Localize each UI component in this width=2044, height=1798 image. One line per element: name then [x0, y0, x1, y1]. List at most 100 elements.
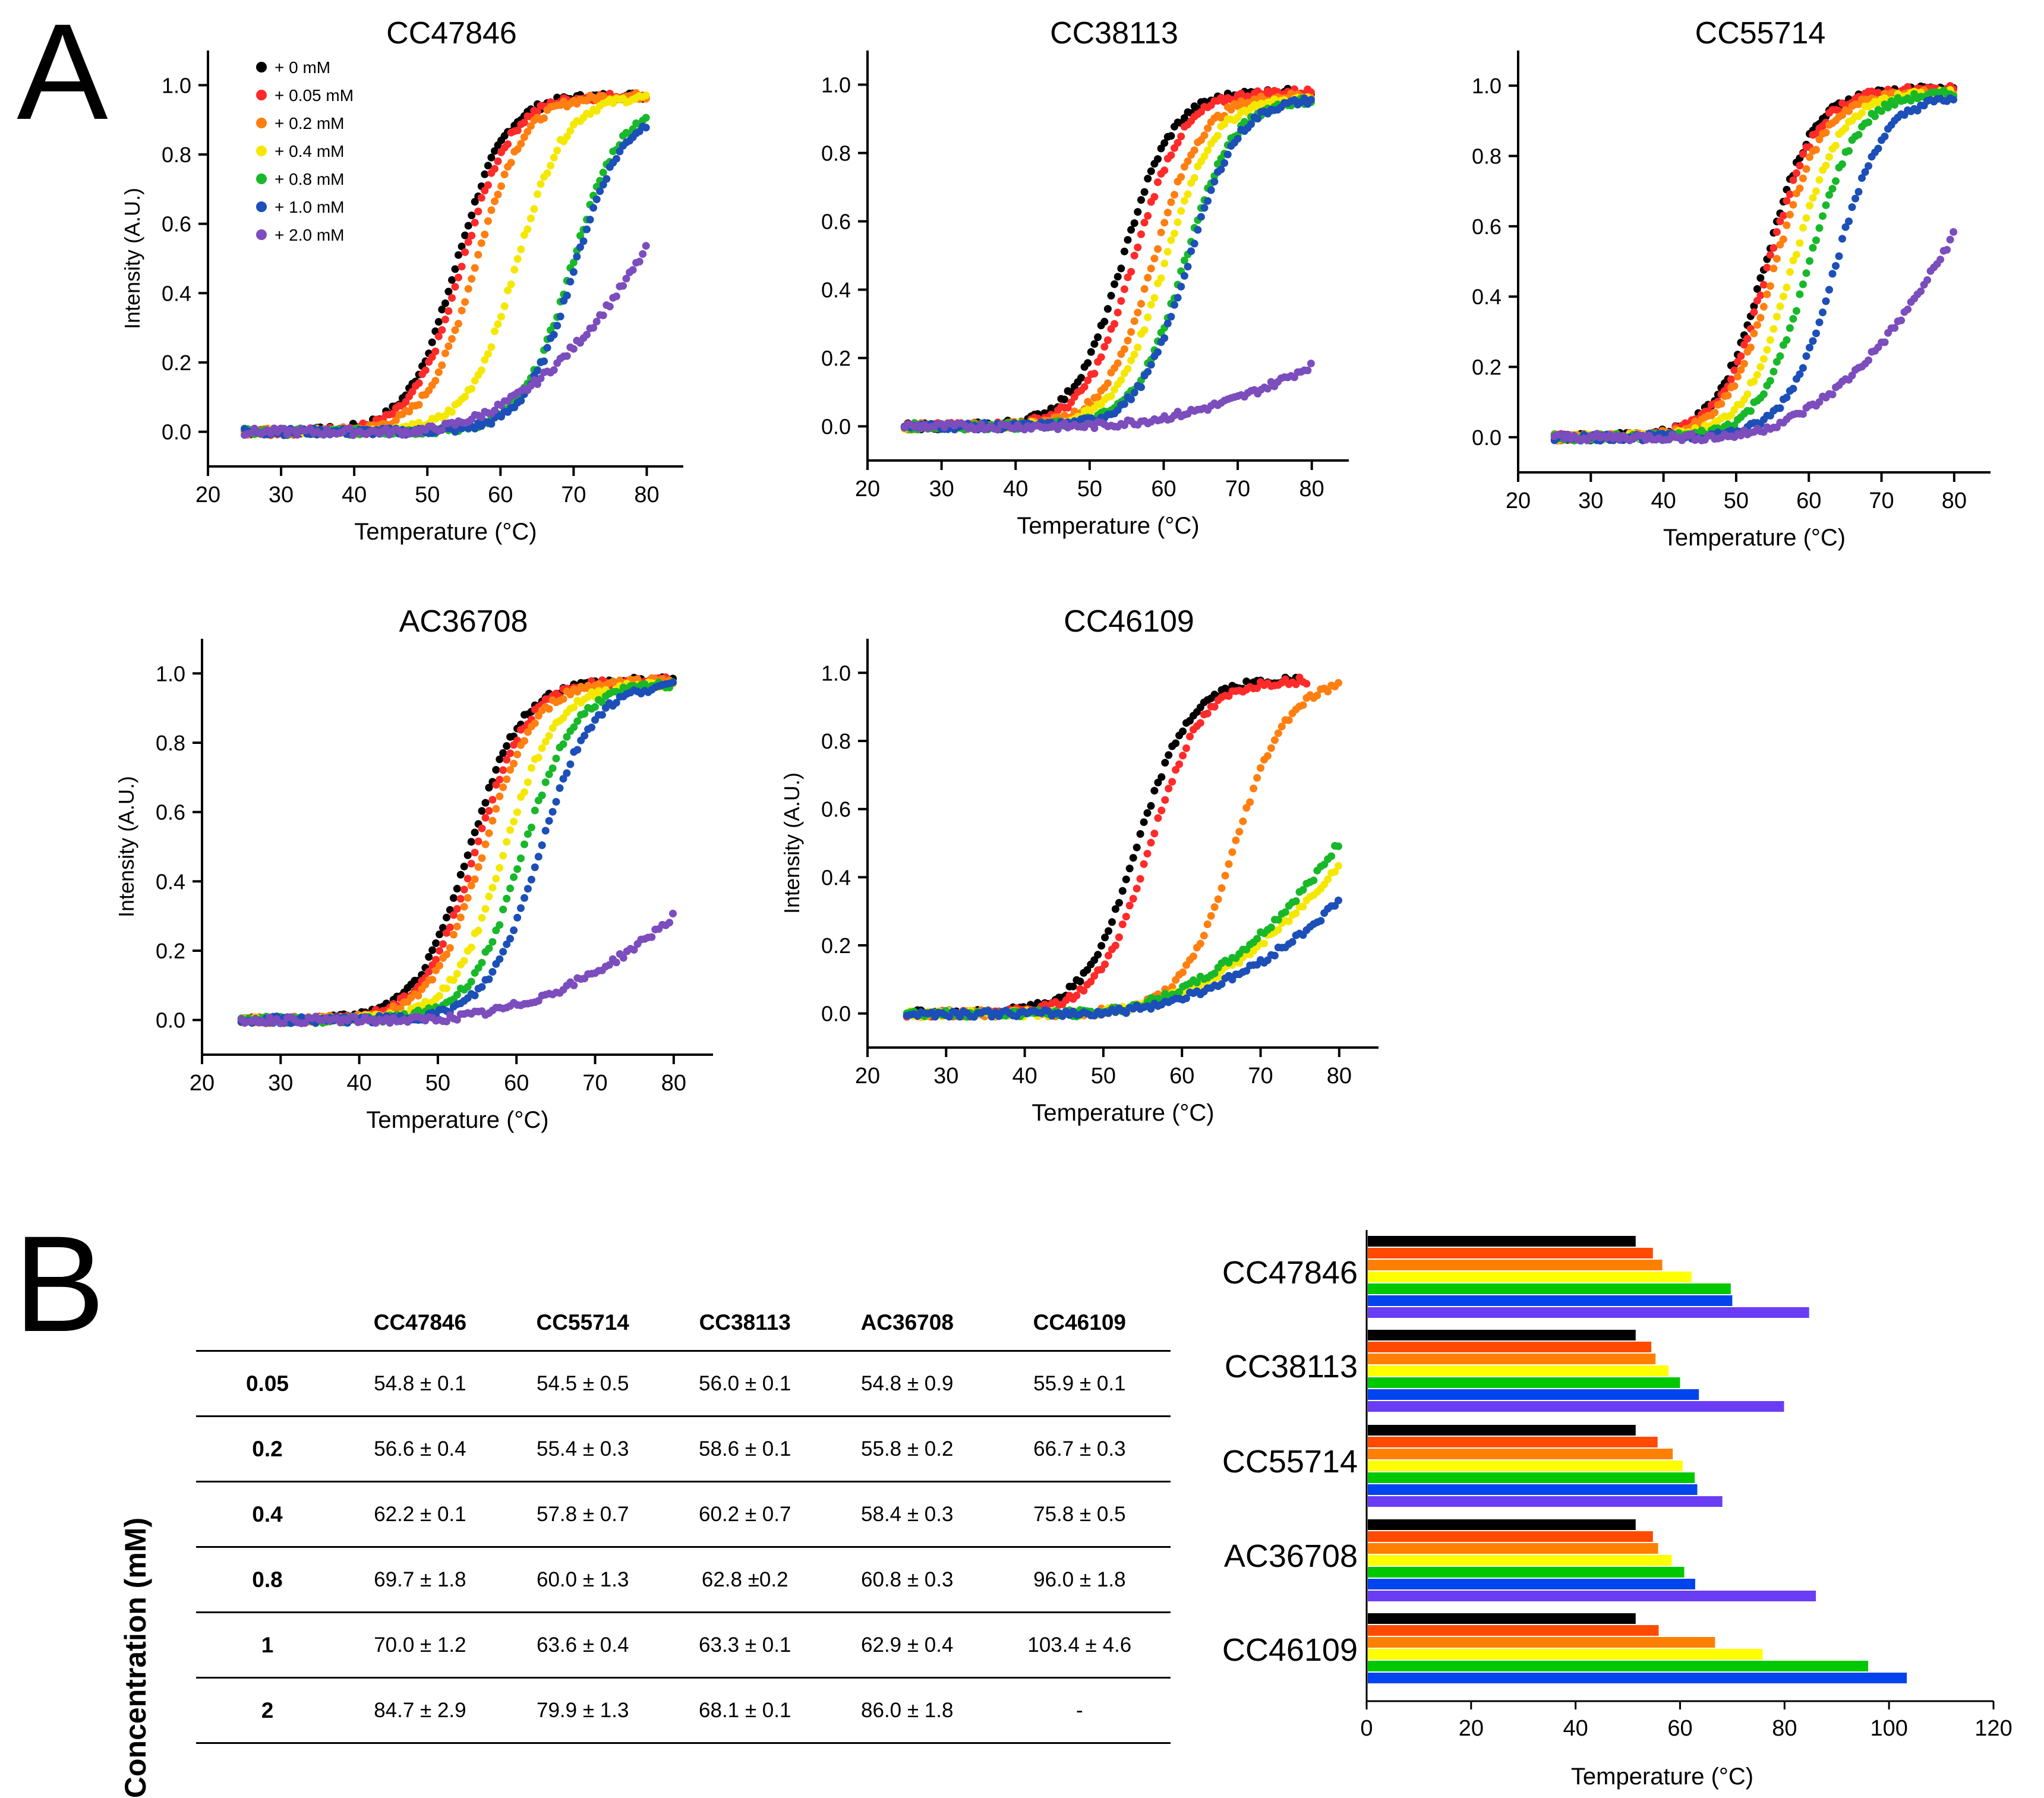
- series-points: [1550, 86, 1958, 444]
- data-point: [1796, 184, 1804, 193]
- data-point: [1111, 280, 1119, 288]
- data-point: [1160, 166, 1169, 175]
- data-point: [550, 366, 558, 374]
- data-point: [441, 349, 449, 358]
- data-point: [1779, 235, 1787, 244]
- data-point: [444, 288, 453, 296]
- data-point: [648, 933, 656, 941]
- data-point: [1796, 370, 1804, 378]
- data-point: [478, 914, 486, 922]
- data-point: [534, 367, 541, 375]
- data-point: [1180, 197, 1188, 205]
- data-point: [1157, 274, 1165, 282]
- bar: [1368, 1567, 1685, 1578]
- data-point: [1177, 282, 1185, 291]
- data-point: [1783, 197, 1791, 205]
- row-concentration: 0.8: [196, 1546, 339, 1613]
- data-point: [451, 283, 459, 291]
- data-point: [461, 393, 469, 401]
- data-point: [550, 153, 558, 162]
- data-point: [1122, 913, 1130, 921]
- data-point: [414, 992, 422, 1000]
- panel-label-a: A: [17, 0, 108, 148]
- data-point: [1854, 188, 1863, 196]
- data-point: [534, 380, 541, 388]
- data-point: [1174, 218, 1182, 226]
- data-point: [1799, 150, 1807, 158]
- bar: [1368, 1613, 1636, 1624]
- data-point: [629, 266, 637, 274]
- data-point: [521, 894, 528, 902]
- data-point: [448, 335, 456, 343]
- table-cell: 55.8 ± 0.2: [825, 1415, 989, 1482]
- data-point: [1124, 365, 1132, 373]
- data-point: [1189, 952, 1197, 961]
- x-tick-label: 50: [1077, 477, 1102, 501]
- data-point: [1838, 235, 1846, 243]
- data-point: [481, 231, 489, 239]
- data-point: [455, 251, 462, 259]
- data-point: [1848, 203, 1856, 212]
- data-point: [1140, 326, 1149, 334]
- data-point: [460, 862, 468, 870]
- data-point: [1884, 103, 1892, 112]
- data-point: [1307, 96, 1315, 104]
- row-concentration: 0.4: [196, 1481, 339, 1547]
- data-point: [603, 175, 611, 183]
- x-tick-label: 70: [561, 482, 586, 507]
- data-point: [1274, 729, 1282, 737]
- data-point: [415, 379, 423, 387]
- data-point: [1200, 932, 1208, 940]
- data-point: [1084, 359, 1092, 367]
- data-point: [612, 958, 620, 967]
- data-point: [1080, 986, 1088, 995]
- data-point: [1103, 305, 1112, 313]
- data-point: [1254, 115, 1262, 123]
- y-tick-label: 0.2: [1472, 355, 1502, 380]
- data-point: [605, 961, 613, 969]
- y-tick-label: 0.4: [156, 869, 185, 894]
- data-point: [1270, 736, 1279, 745]
- data-point: [1130, 219, 1138, 227]
- data-point: [543, 343, 551, 352]
- data-point: [540, 357, 548, 365]
- data-point: [1090, 971, 1099, 980]
- data-point: [485, 975, 493, 983]
- data-point: [1147, 167, 1155, 175]
- data-point: [517, 140, 525, 148]
- data-point: [491, 406, 499, 415]
- y-tick-label: 0.4: [821, 278, 851, 302]
- y-tick-label: 0.0: [156, 1008, 185, 1033]
- data-point: [467, 944, 475, 951]
- data-point: [1841, 223, 1850, 231]
- data-point: [436, 947, 444, 955]
- data-point: [566, 277, 575, 286]
- series-points: [900, 359, 1315, 434]
- table-cell: 96.0 ± 1.8: [988, 1546, 1171, 1613]
- y-tick-label: 1.0: [821, 661, 851, 685]
- bar-x-axis-label: Temperature (°C): [1571, 1764, 1753, 1790]
- data-point: [1077, 374, 1085, 382]
- data-point: [1759, 390, 1768, 398]
- series-points: [903, 896, 1342, 1021]
- bar: [1368, 1625, 1659, 1636]
- x-tick-label: 60: [1151, 477, 1176, 501]
- data-point: [1130, 389, 1138, 397]
- data-point: [1210, 178, 1219, 186]
- table-row: 2 84.7 ± 2.9 79.9 ± 1.3 68.1 ± 0.1 86.0 …: [196, 1677, 1171, 1744]
- data-point: [1324, 875, 1332, 884]
- data-point: [1154, 155, 1162, 163]
- data-point: [1335, 862, 1342, 870]
- table-cell: 75.8 ± 0.5: [988, 1481, 1171, 1547]
- x-tick-label: 40: [1003, 477, 1028, 501]
- data-point: [1163, 248, 1172, 256]
- series-points: [1550, 82, 1958, 444]
- data-point: [1094, 951, 1102, 959]
- data-point: [1182, 744, 1190, 752]
- data-point: [1858, 174, 1866, 182]
- data-point: [523, 778, 532, 786]
- panel-label-b: B: [14, 1207, 105, 1360]
- data-point: [569, 268, 578, 276]
- data-point: [521, 737, 528, 745]
- data-point: [485, 829, 493, 837]
